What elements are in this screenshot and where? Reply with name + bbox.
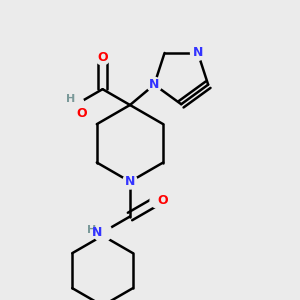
Circle shape (123, 174, 137, 189)
Text: O: O (97, 51, 108, 64)
Text: H: H (87, 225, 97, 235)
Text: N: N (149, 78, 159, 91)
Circle shape (147, 77, 162, 92)
Text: N: N (125, 175, 135, 188)
Circle shape (93, 223, 112, 242)
Circle shape (150, 193, 165, 208)
Circle shape (190, 46, 205, 60)
Text: H: H (66, 94, 75, 104)
Text: N: N (92, 226, 103, 239)
Text: O: O (157, 194, 168, 207)
Text: N: N (193, 46, 203, 59)
Circle shape (66, 96, 85, 114)
Circle shape (95, 50, 110, 65)
Text: O: O (77, 107, 87, 120)
